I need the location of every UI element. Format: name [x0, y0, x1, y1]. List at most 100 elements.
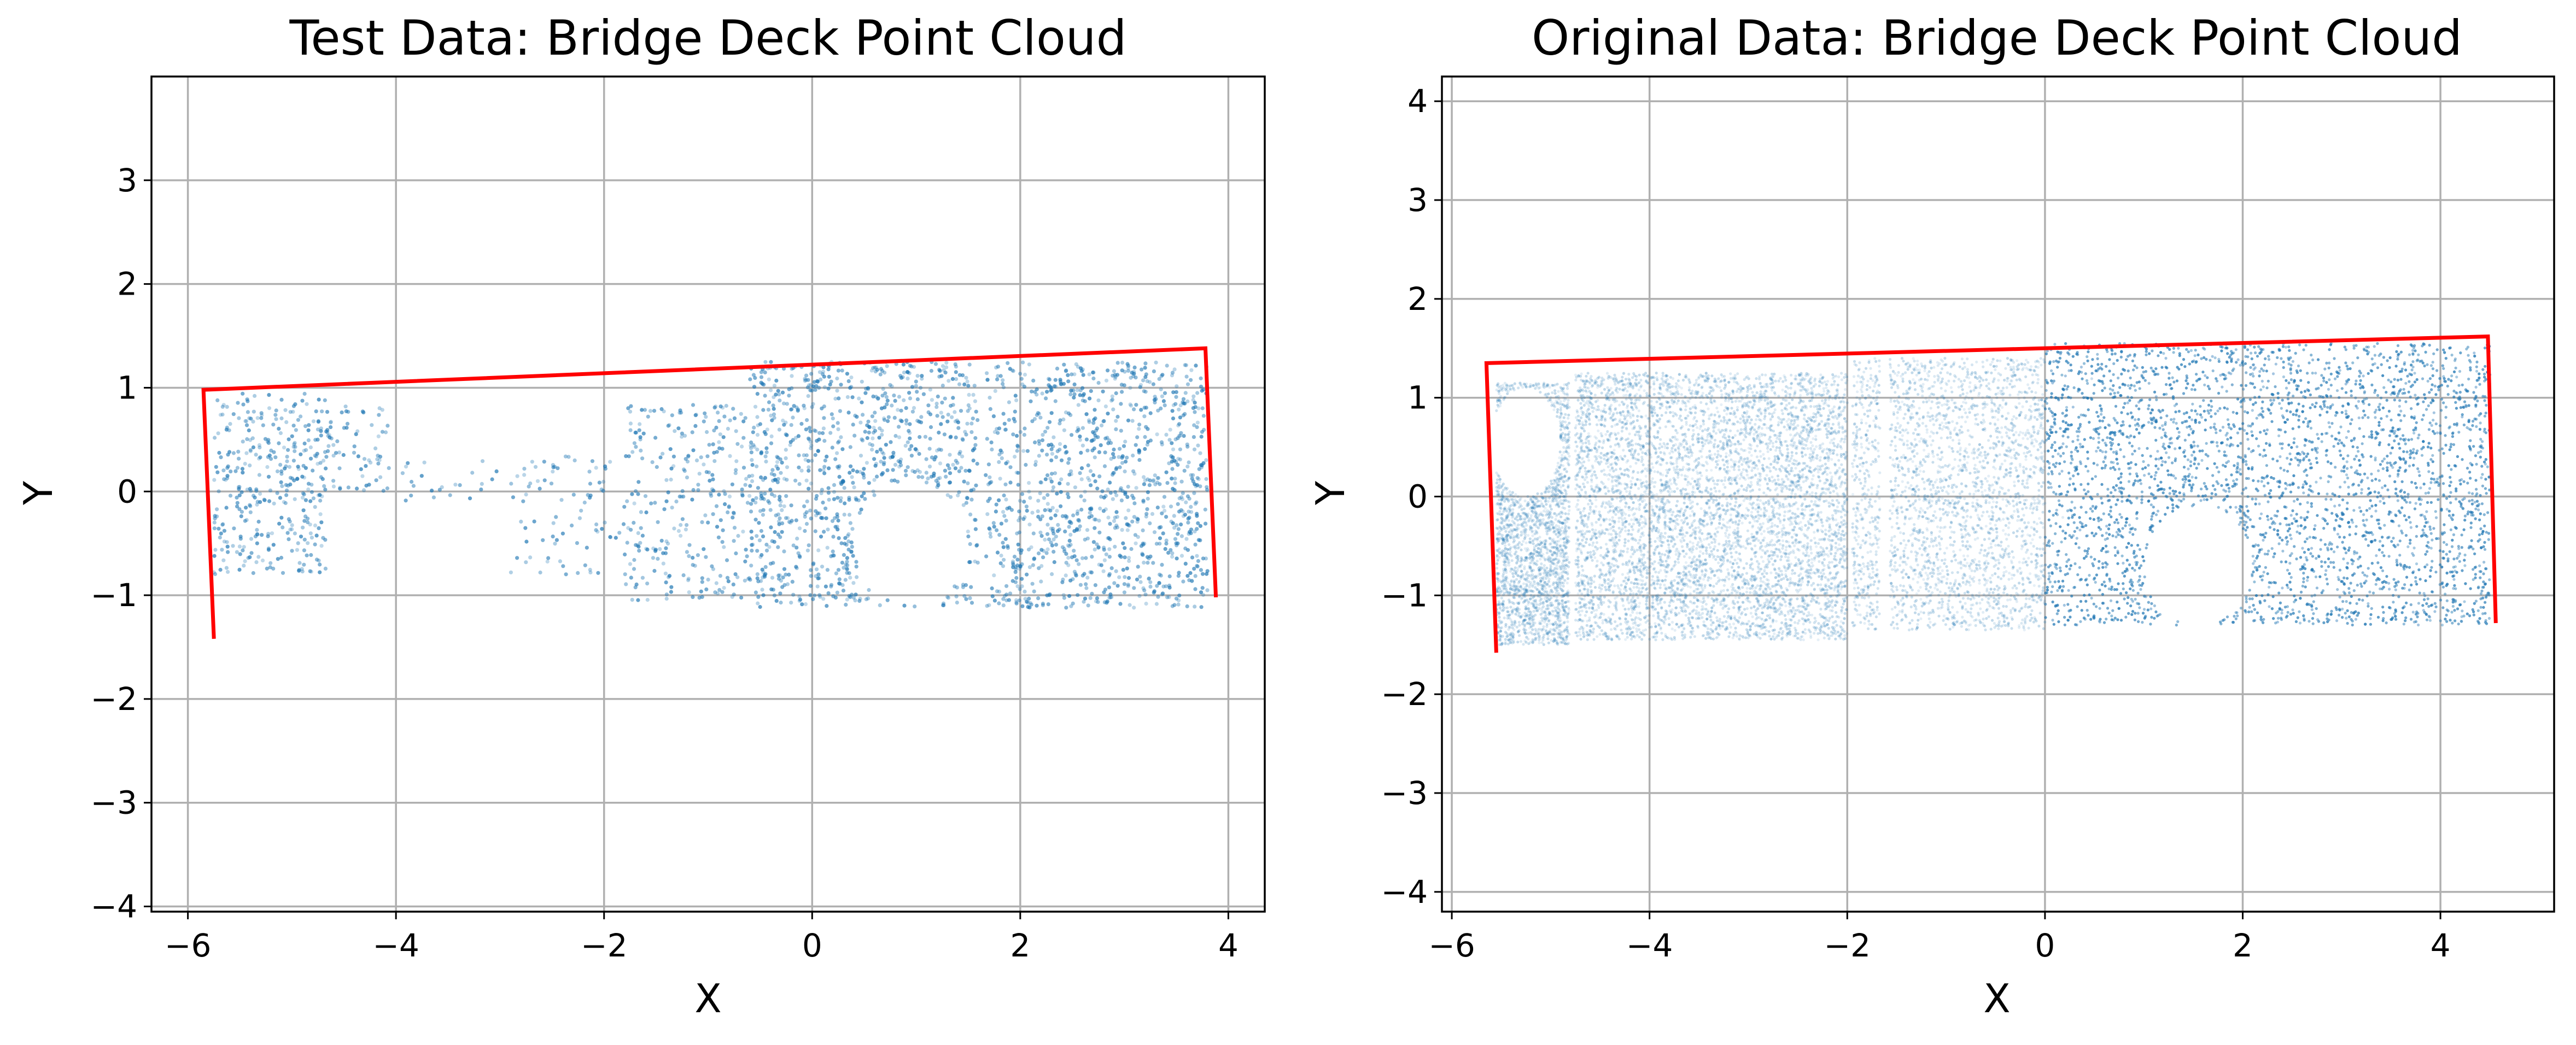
scatter-point	[1126, 366, 1130, 370]
scatter-point	[711, 512, 715, 516]
scatter-point	[1554, 615, 1557, 618]
scatter-point	[1812, 474, 1815, 477]
scatter-point	[681, 489, 685, 493]
scatter-point	[1004, 537, 1008, 541]
scatter-point	[1556, 631, 1559, 634]
scatter-point	[756, 572, 760, 576]
scatter-point	[1199, 590, 1203, 594]
scatter-point	[1509, 384, 1511, 387]
scatter-point	[936, 414, 939, 418]
scatter-point	[1498, 478, 1501, 481]
scatter-point	[820, 488, 824, 492]
scatter-point	[302, 508, 306, 512]
scatter-point	[1038, 491, 1042, 495]
scatter-point	[1532, 618, 1535, 621]
scatter-point	[1557, 636, 1559, 638]
scatter-point	[782, 402, 786, 406]
scatter-point	[890, 403, 893, 407]
scatter-point	[213, 554, 217, 558]
scatter-point	[406, 461, 410, 465]
scatter-point	[1496, 562, 1498, 565]
scatter-point	[279, 472, 283, 475]
scatter-point	[1123, 439, 1127, 443]
scatter-point	[1041, 391, 1044, 395]
scatter-point	[954, 370, 958, 374]
scatter-point	[808, 593, 812, 597]
scatter-point	[1147, 577, 1150, 581]
scatter-point	[258, 492, 262, 496]
scatter-point	[1567, 642, 1570, 644]
scatter-point	[629, 428, 633, 432]
scatter-point	[808, 389, 812, 392]
scatter-point	[1520, 597, 1523, 600]
scatter-point	[646, 598, 650, 602]
scatter-point	[1534, 532, 1537, 535]
scatter-point	[1146, 427, 1149, 431]
scatter-point	[851, 581, 855, 585]
scatter-point	[1555, 396, 1558, 398]
scatter-point	[891, 468, 895, 472]
scatter-point	[272, 502, 276, 506]
scatter-point	[734, 468, 738, 472]
scatter-point	[1172, 403, 1176, 407]
scatter-point	[1563, 383, 1566, 386]
scatter-point	[252, 445, 255, 449]
scatter-point	[691, 403, 695, 407]
scatter-point	[258, 500, 262, 504]
scatter-point	[1509, 490, 1511, 493]
scatter-point	[1068, 520, 1072, 524]
scatter-point	[1125, 522, 1129, 526]
scatter-point	[299, 535, 303, 538]
scatter-point	[1062, 428, 1066, 432]
scatter-point	[1175, 543, 1178, 547]
scatter-point	[1518, 624, 1521, 626]
scatter-point	[247, 556, 250, 560]
scatter-point	[1000, 522, 1003, 526]
scatter-point	[284, 420, 288, 424]
scatter-point	[862, 491, 866, 495]
scatter-point	[1553, 551, 1556, 554]
scatter-point	[1196, 421, 1200, 425]
scatter-point	[908, 396, 912, 400]
scatter-point	[1545, 600, 1547, 602]
scatter-point	[766, 427, 769, 431]
scatter-point	[1067, 594, 1071, 598]
scatter-point	[1552, 583, 1555, 586]
scatter-point	[862, 467, 866, 471]
scatter-point	[969, 498, 973, 502]
scatter-point	[1532, 496, 1535, 498]
scatter-point	[639, 510, 643, 514]
scatter-point	[221, 468, 225, 472]
scatter-point	[1175, 390, 1178, 394]
scatter-point	[1558, 490, 1561, 492]
scatter-point	[1498, 619, 1500, 622]
scatter-point	[1568, 600, 1570, 603]
scatter-point	[910, 454, 914, 457]
scatter-point	[1163, 509, 1166, 513]
scatter-point	[973, 518, 977, 522]
scatter-point	[1704, 573, 1707, 576]
scatter-point	[693, 424, 697, 428]
scatter-point	[1516, 515, 1518, 518]
scatter-point	[928, 447, 932, 451]
scatter-point	[1014, 576, 1018, 580]
scatter-point	[304, 498, 308, 502]
scatter-point	[851, 468, 855, 472]
scatter-point	[994, 509, 998, 513]
scatter-point	[1529, 581, 1532, 584]
scatter-point	[1054, 543, 1058, 547]
scatter-point	[1564, 397, 1567, 400]
scatter-point	[1521, 573, 1524, 576]
scatter-point	[1202, 414, 1206, 418]
scatter-point	[1077, 428, 1080, 432]
scatter-point	[1017, 483, 1020, 486]
scatter-point	[1114, 494, 1118, 497]
scatter-point	[1131, 374, 1135, 378]
scatter-point	[212, 478, 216, 482]
scatter-point	[1191, 398, 1195, 402]
scatter-point	[1530, 514, 1533, 517]
scatter-point	[835, 525, 839, 529]
scatter-point	[1175, 556, 1179, 560]
scatter-point	[1134, 533, 1137, 537]
scatter-point	[273, 413, 277, 417]
